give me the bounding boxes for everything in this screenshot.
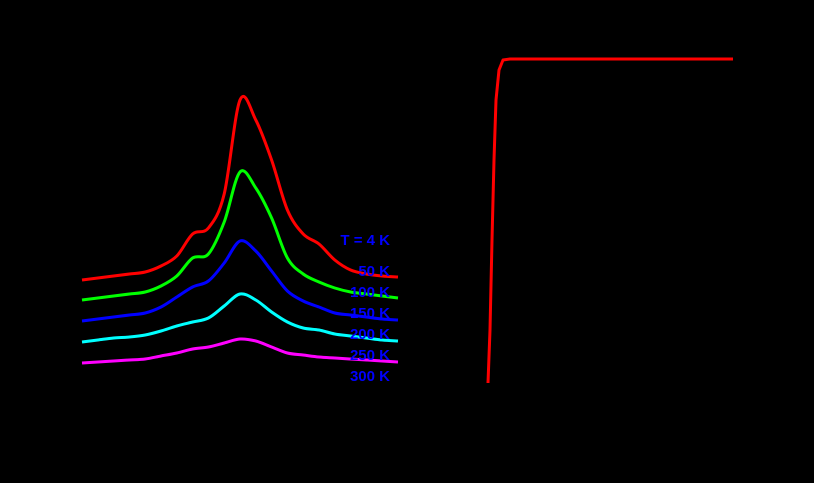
label-50k: 50 K	[358, 263, 390, 280]
label-t4: T = 4 K	[340, 232, 390, 249]
right-step-plot	[486, 57, 733, 384]
series-100k	[81, 239, 399, 323]
label-100k: 100 K	[349, 284, 390, 301]
series-150k	[81, 292, 399, 344]
step-curve	[486, 57, 733, 384]
label-150k: 150 K	[349, 305, 390, 322]
label-250k: 250 K	[349, 347, 390, 364]
series-200k	[81, 337, 399, 365]
label-300k: 300 K	[349, 368, 390, 385]
series-50k	[81, 169, 399, 302]
left-spectra-plot	[81, 95, 399, 365]
label-200k: 200 K	[349, 326, 390, 343]
series-4k	[81, 95, 399, 282]
